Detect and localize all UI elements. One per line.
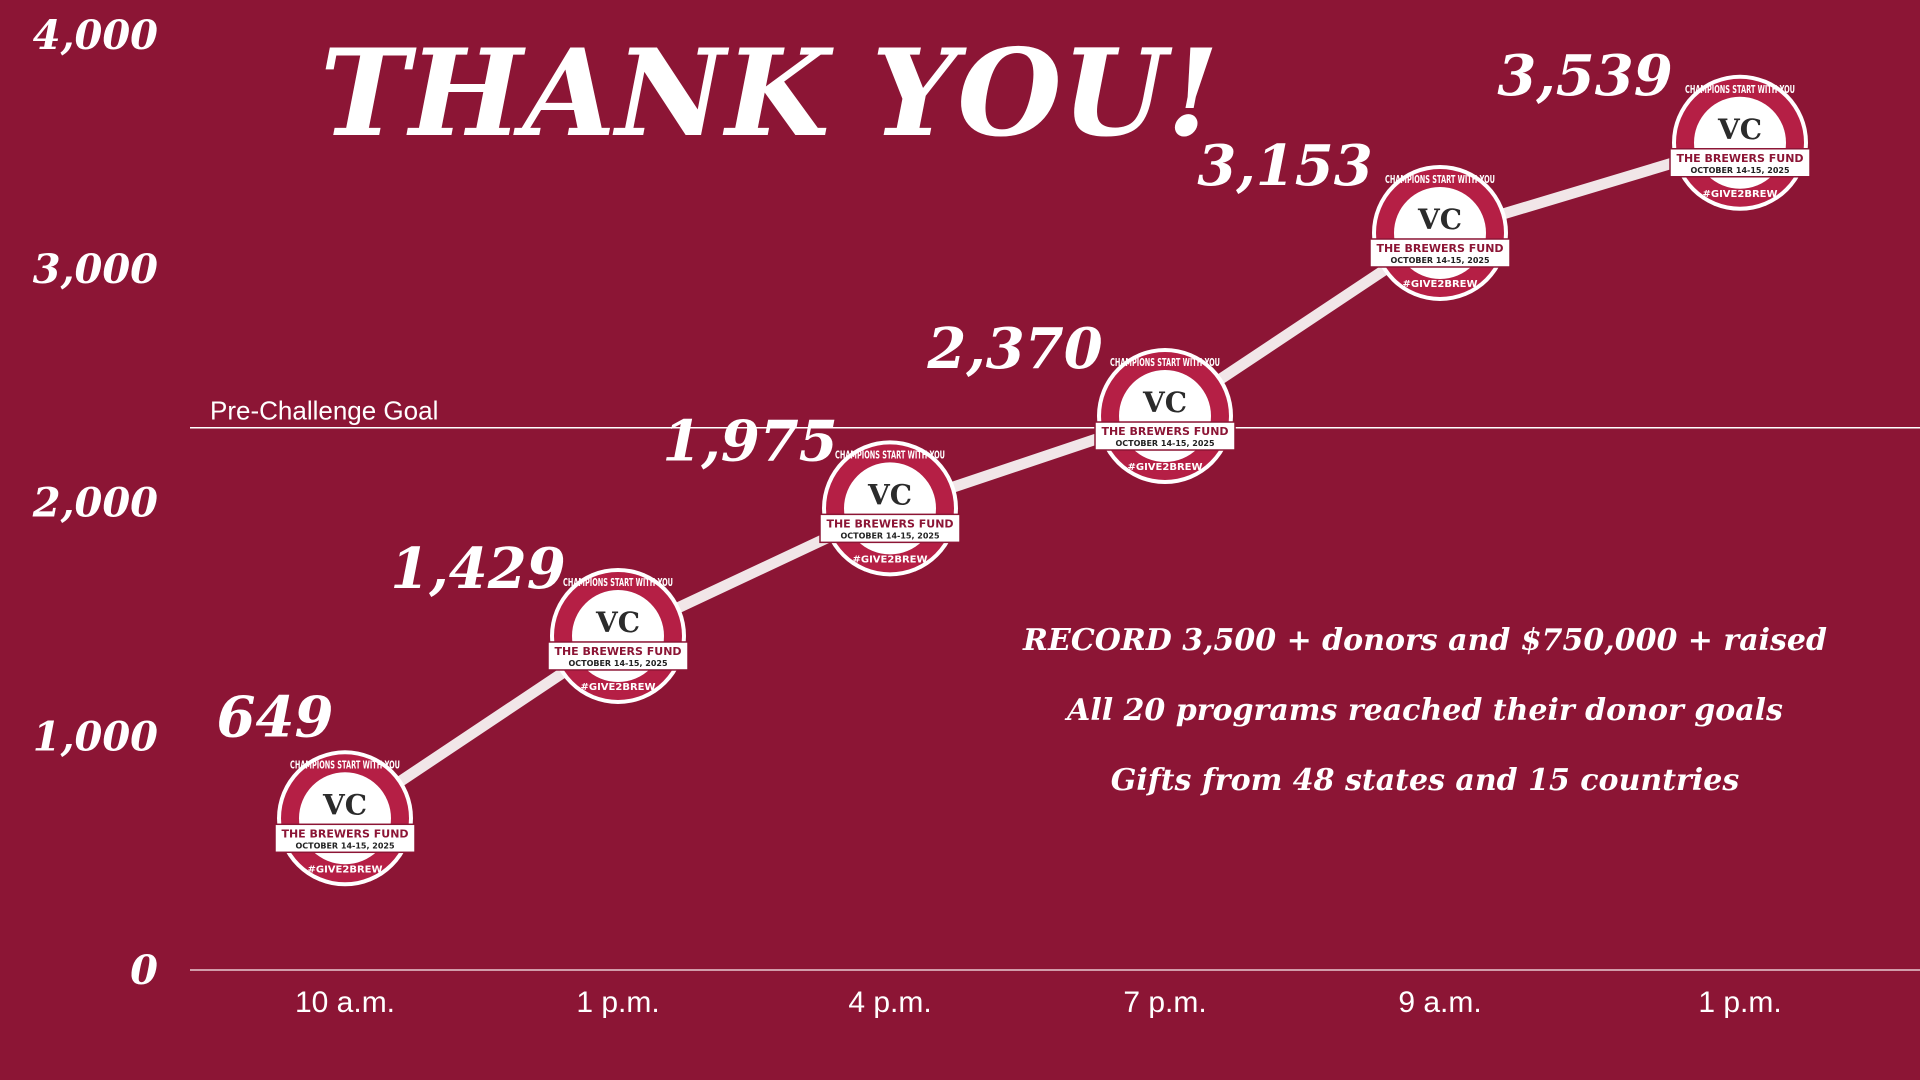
y-tick-label: 0 <box>130 947 158 994</box>
y-tick-label: 2,000 <box>32 480 158 527</box>
badge-fund-text: THE BREWERS FUND <box>554 645 681 658</box>
badge-logo-text: VC <box>1142 386 1187 419</box>
badge-logo-text: VC <box>1717 113 1762 146</box>
badge-marker: CHAMPIONS START WITH YOU VC THE BREWERS FU… <box>1369 164 1511 301</box>
badge-banner <box>1669 148 1811 178</box>
data-label: 3,539 <box>1497 43 1672 109</box>
badge-marker: CHAMPIONS START WITH YOU VC THE BREWERS FU… <box>1669 74 1811 211</box>
x-tick-label: 1 p.m. <box>1698 986 1781 1019</box>
x-tick-label: 1 p.m. <box>576 986 659 1019</box>
badge-hashtag-text: #GIVE2BREW <box>852 554 927 565</box>
badge-top-text: CHAMPIONS START WITH YOU <box>290 758 400 771</box>
badge-fund-text: THE BREWERS FUND <box>1101 425 1228 438</box>
badge-logo-text: VC <box>867 478 912 511</box>
badges: CHAMPIONS START WITH YOU VC THE BREWERS FU… <box>274 74 1811 887</box>
badge-top-text: CHAMPIONS START WITH YOU <box>835 448 945 461</box>
y-axis: 0 1,000 2,000 3,000 4,000 <box>32 12 158 994</box>
x-tick-label: 7 p.m. <box>1123 986 1206 1019</box>
badge-logo-text: VC <box>1417 203 1462 236</box>
badge-banner <box>547 641 689 671</box>
badge-hashtag-text: #GIVE2BREW <box>307 864 382 875</box>
badge-marker: CHAMPIONS START WITH YOU VC THE BREWERS FU… <box>547 567 689 704</box>
badge-fund-text: THE BREWERS FUND <box>826 517 953 530</box>
chart-title: THANK YOU! <box>320 23 1219 164</box>
stats-block: RECORD 3,500 + donors and $750,000 + rai… <box>1022 623 1827 798</box>
badge-logo-text: VC <box>322 788 367 821</box>
stat-line-2: All 20 programs reached their donor goal… <box>1064 693 1783 728</box>
badge-banner <box>274 823 416 854</box>
badge-banner <box>1369 238 1511 268</box>
badge-date-text: OCTOBER 14-15, 2025 <box>1115 439 1215 448</box>
badge-logo-text: VC <box>595 606 640 639</box>
badge-top-text: CHAMPIONS START WITH YOU <box>1110 356 1220 369</box>
badge-date-text: OCTOBER 14-15, 2025 <box>840 531 940 540</box>
badge-top-text: CHAMPIONS START WITH YOU <box>1385 173 1495 186</box>
x-tick-label: 9 a.m. <box>1398 986 1481 1019</box>
data-label: 1,975 <box>662 408 837 474</box>
data-label: 1,429 <box>390 536 565 602</box>
badge-top-text: CHAMPIONS START WITH YOU <box>563 576 673 589</box>
badge-date-text: OCTOBER 14-15, 2025 <box>1390 256 1490 265</box>
badge-marker: CHAMPIONS START WITH YOU VC THE BREWERS FU… <box>274 750 416 887</box>
badge-marker: CHAMPIONS START WITH YOU VC THE BREWERS FU… <box>819 440 961 577</box>
badge-fund-text: THE BREWERS FUND <box>1676 152 1803 165</box>
badge-fund-text: THE BREWERS FUND <box>281 827 408 840</box>
badge-date-text: OCTOBER 14-15, 2025 <box>1690 166 1790 175</box>
badge-hashtag-text: #GIVE2BREW <box>580 682 655 693</box>
x-tick-label: 4 p.m. <box>848 986 931 1019</box>
data-label: 3,153 <box>1197 133 1372 199</box>
y-tick-label: 1,000 <box>33 713 158 760</box>
x-tick-label: 10 a.m. <box>295 986 395 1019</box>
x-axis: 10 a.m. 1 p.m. 4 p.m. 7 p.m. 9 a.m. 1 p.m. <box>295 986 1782 1019</box>
data-label: 2,370 <box>926 316 1102 382</box>
badge-date-text: OCTOBER 14-15, 2025 <box>568 659 668 668</box>
goal-label: Pre-Challenge Goal <box>210 396 438 426</box>
badge-hashtag-text: #GIVE2BREW <box>1127 462 1202 473</box>
data-label: 649 <box>217 684 334 750</box>
stat-line-3: Gifts from 48 states and 15 countries <box>1111 763 1740 798</box>
data-labels: 649 1,429 1,975 2,370 3,153 3,539 <box>217 43 1673 751</box>
badge-date-text: OCTOBER 14-15, 2025 <box>295 841 395 850</box>
badge-top-text: CHAMPIONS START WITH YOU <box>1685 83 1795 96</box>
stat-line-1: RECORD 3,500 + donors and $750,000 + rai… <box>1022 623 1827 658</box>
badge-fund-text: THE BREWERS FUND <box>1376 242 1503 255</box>
badge-banner <box>819 513 961 544</box>
badge-hashtag-text: #GIVE2BREW <box>1402 279 1477 290</box>
badge-hashtag-text: #GIVE2BREW <box>1702 189 1777 200</box>
badge-marker: CHAMPIONS START WITH YOU VC THE BREWERS FU… <box>1094 348 1236 485</box>
y-tick-label: 3,000 <box>33 246 158 293</box>
y-tick-label: 4,000 <box>33 12 158 59</box>
badge-banner <box>1094 421 1236 451</box>
